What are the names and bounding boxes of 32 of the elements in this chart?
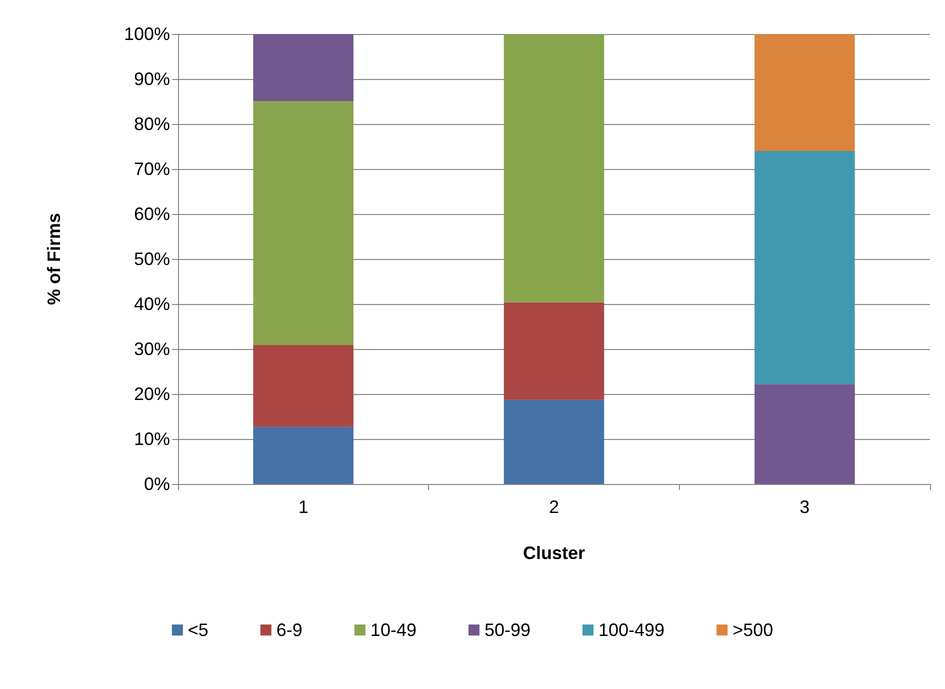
y-tick-label: 80% bbox=[134, 114, 170, 134]
bar bbox=[253, 344, 354, 427]
bar bbox=[504, 34, 604, 302]
y-tick-label: 40% bbox=[134, 294, 170, 314]
x-tick-label: 3 bbox=[800, 497, 810, 517]
bar bbox=[754, 384, 855, 484]
bar bbox=[253, 34, 354, 102]
bar bbox=[754, 34, 855, 151]
x-axis-title: Cluster bbox=[522, 543, 586, 563]
y-tick-label: 100% bbox=[124, 24, 170, 44]
bar bbox=[504, 302, 604, 400]
legend-label: 10-49 bbox=[370, 620, 416, 640]
y-axis-title: % of Firms bbox=[44, 212, 64, 306]
x-tick-label: 2 bbox=[548, 497, 560, 517]
y-tick-label: 20% bbox=[134, 384, 170, 404]
y-tick-label: 90% bbox=[134, 69, 170, 89]
y-tick-label: 60% bbox=[134, 204, 170, 224]
bar bbox=[253, 426, 354, 484]
legend-label: 100-499 bbox=[598, 620, 665, 640]
legend-label: 6-9 bbox=[276, 620, 302, 640]
x-tick-label: 1 bbox=[298, 497, 308, 517]
y-tick-label: 0% bbox=[144, 474, 170, 494]
y-tick-label: 30% bbox=[134, 339, 170, 359]
legend-label: >500 bbox=[732, 620, 774, 640]
bar bbox=[504, 400, 604, 484]
bar bbox=[253, 101, 354, 345]
y-tick-label: 50% bbox=[134, 249, 170, 269]
legend-label: 50-99 bbox=[484, 620, 531, 640]
y-tick-label: 10% bbox=[134, 429, 170, 449]
bar bbox=[754, 151, 855, 384]
legend-label: <5 bbox=[188, 620, 208, 640]
y-tick-label: 70% bbox=[134, 159, 170, 179]
